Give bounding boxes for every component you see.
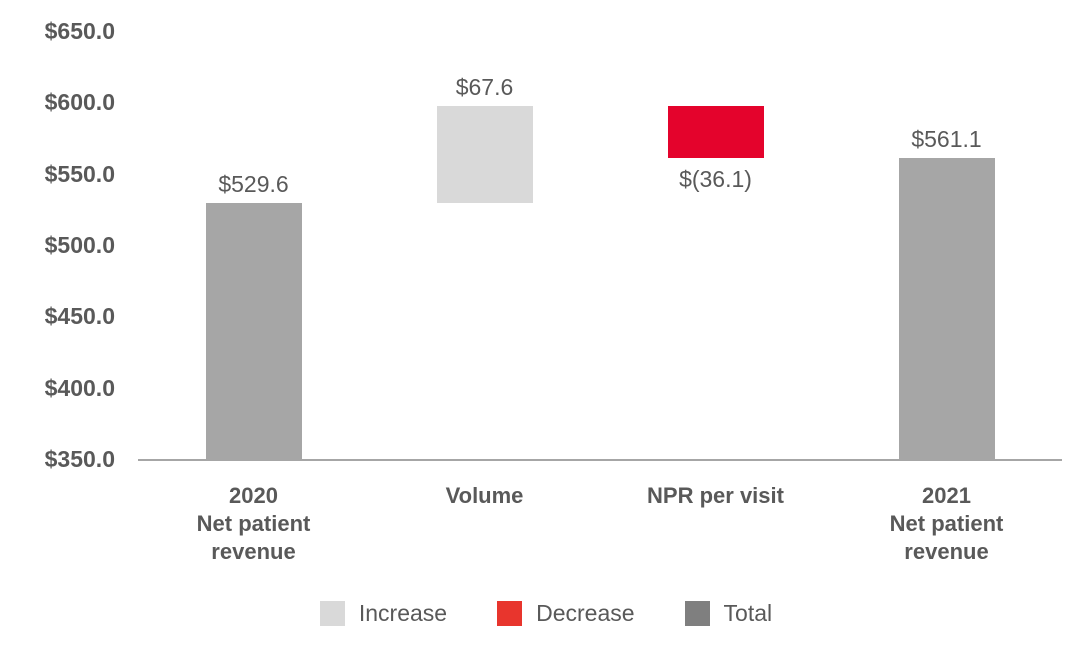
value-label-volume: $67.6 (455, 74, 514, 101)
value-label-npr-per-visit: $(36.1) (679, 165, 752, 192)
x-category-line: NPR per visit (647, 483, 784, 508)
value-label-2020-net-patient-revenue: $529.6 (218, 170, 289, 197)
bar-npr-per-visit (667, 106, 764, 158)
x-category-line: revenue (904, 539, 989, 564)
x-category-line: revenue (211, 539, 296, 564)
chart-legend: Increase Decrease Total (0, 600, 1092, 627)
legend-item-increase: Increase (319, 600, 448, 627)
y-tick-label: $600.0 (44, 89, 115, 116)
bar-2021-net-patient-revenue (898, 157, 995, 459)
x-category-line: Net patient (196, 511, 311, 536)
legend-label: Decrease (536, 600, 635, 626)
bar-volume (436, 106, 533, 203)
y-tick-label: $400.0 (44, 374, 115, 401)
x-category-line: Volume (445, 483, 524, 508)
y-tick-label: $500.0 (44, 232, 115, 258)
y-tick-label: $550.0 (44, 160, 115, 187)
y-tick-label: $350.0 (44, 446, 115, 472)
bar-2020-net-patient-revenue (205, 202, 302, 459)
x-category-label-2021-net-patient-revenue: 2021 Net patient revenue (890, 482, 1004, 566)
x-category-label-npr-per-visit: NPR per visit (647, 482, 784, 510)
legend-label: Increase (358, 600, 448, 626)
x-category-line: 2021 (922, 483, 971, 508)
y-tick-label: $450.0 (44, 303, 115, 330)
legend-swatch-increase (319, 601, 345, 626)
y-tick-label: $650.0 (44, 18, 115, 44)
legend-swatch-decrease (497, 601, 523, 626)
x-category-label-volume: Volume (446, 482, 524, 510)
x-category-line: Net patient (889, 511, 1004, 536)
x-category-label-2020-net-patient-revenue: 2020 Net patient revenue (197, 482, 311, 566)
legend-item-decrease: Decrease (497, 600, 635, 627)
legend-item-total: Total (684, 600, 773, 627)
value-label-2021-net-patient-revenue: $561.1 (911, 125, 982, 152)
x-axis-line (138, 459, 1062, 461)
x-category-line: 2020 (229, 483, 278, 508)
legend-label: Total (723, 600, 773, 626)
legend-swatch-total (684, 601, 710, 626)
